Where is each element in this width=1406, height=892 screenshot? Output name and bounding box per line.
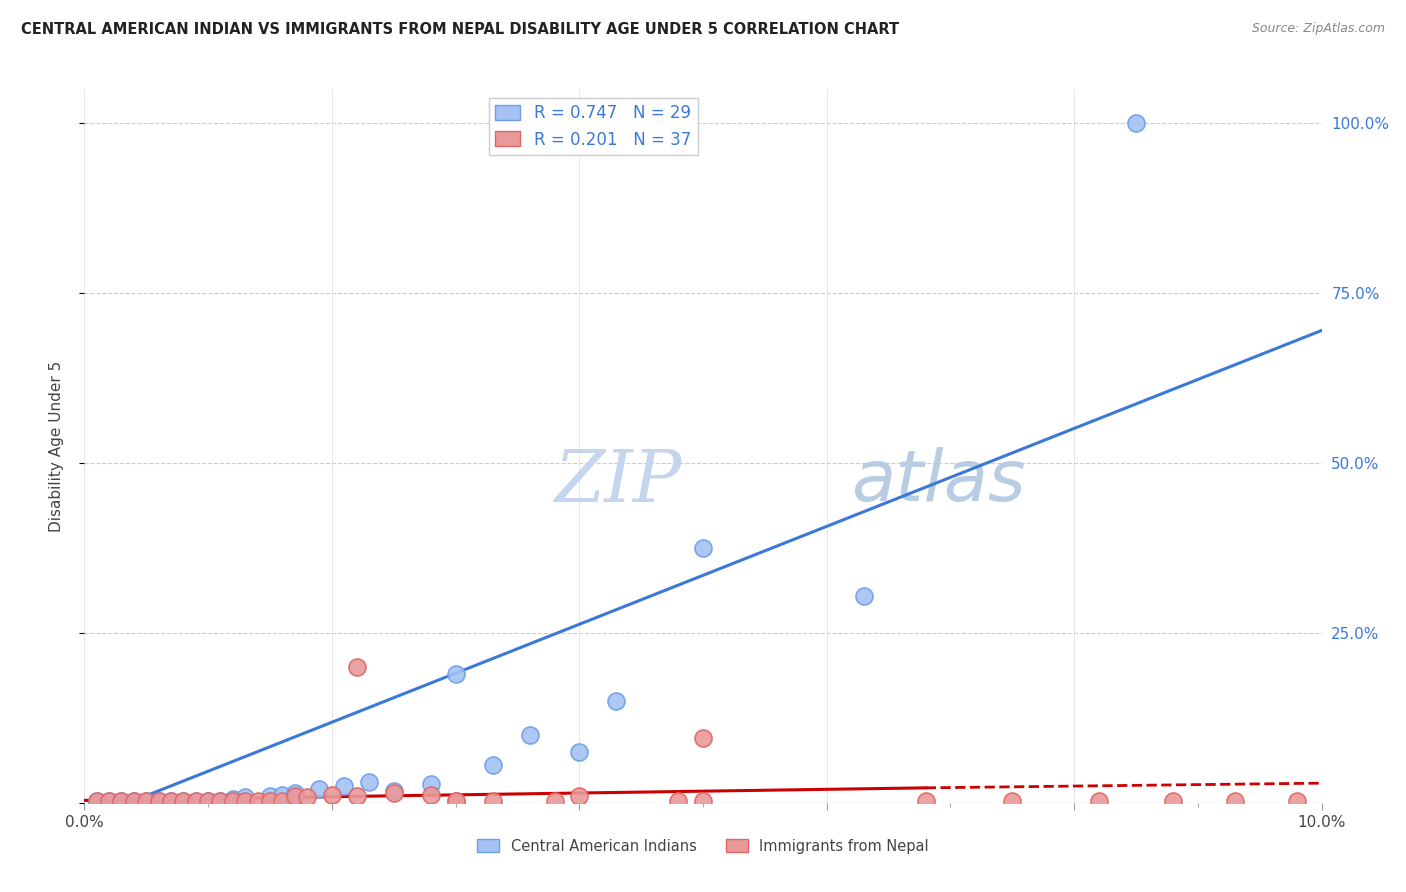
Point <box>86 794 108 808</box>
Point <box>122 794 145 808</box>
Y-axis label: Disability Age Under 5: Disability Age Under 5 <box>49 360 63 532</box>
Point <box>382 783 405 797</box>
Point <box>184 794 207 808</box>
Point <box>692 731 714 746</box>
Point <box>284 789 307 803</box>
Point <box>914 794 936 808</box>
Point <box>357 775 380 789</box>
Point <box>568 789 591 803</box>
Point <box>1125 116 1147 130</box>
Point <box>246 794 269 808</box>
Text: atlas: atlas <box>852 447 1026 516</box>
Point <box>295 790 318 805</box>
Point <box>209 794 232 808</box>
Point <box>271 788 294 802</box>
Point <box>222 792 245 806</box>
Point <box>692 541 714 555</box>
Point <box>444 794 467 808</box>
Point <box>382 786 405 800</box>
Point <box>1285 794 1308 808</box>
Point <box>259 794 281 808</box>
Point <box>605 694 627 708</box>
Point <box>419 788 441 802</box>
Point <box>308 782 330 797</box>
Point <box>519 728 541 742</box>
Point <box>233 794 256 808</box>
Point <box>222 794 245 808</box>
Point <box>160 794 183 808</box>
Point <box>444 666 467 681</box>
Point <box>148 794 170 808</box>
Point <box>172 794 194 808</box>
Point <box>259 789 281 803</box>
Point <box>568 745 591 759</box>
Point <box>197 794 219 808</box>
Point <box>135 794 157 808</box>
Point <box>1001 794 1024 808</box>
Text: CENTRAL AMERICAN INDIAN VS IMMIGRANTS FROM NEPAL DISABILITY AGE UNDER 5 CORRELAT: CENTRAL AMERICAN INDIAN VS IMMIGRANTS FR… <box>21 22 900 37</box>
Point <box>346 789 368 803</box>
Text: Source: ZipAtlas.com: Source: ZipAtlas.com <box>1251 22 1385 36</box>
Point <box>98 794 121 808</box>
Point <box>1088 794 1111 808</box>
Point <box>233 790 256 805</box>
Point <box>284 786 307 800</box>
Point <box>86 794 108 808</box>
Point <box>209 794 232 808</box>
Point <box>271 794 294 808</box>
Point <box>197 794 219 808</box>
Point <box>543 794 565 808</box>
Point <box>692 794 714 808</box>
Point <box>1223 794 1246 808</box>
Point <box>321 788 343 802</box>
Point <box>481 758 503 772</box>
Text: ZIP: ZIP <box>554 446 682 517</box>
Point <box>1161 794 1184 808</box>
Point <box>444 794 467 808</box>
Point <box>135 794 157 808</box>
Point <box>160 794 183 808</box>
Point <box>346 660 368 674</box>
Point <box>666 794 689 808</box>
Point <box>481 794 503 808</box>
Point <box>98 794 121 808</box>
Point <box>172 794 194 808</box>
Point <box>184 794 207 808</box>
Point <box>110 794 132 808</box>
Legend: Central American Indians, Immigrants from Nepal: Central American Indians, Immigrants fro… <box>471 833 935 860</box>
Point <box>122 794 145 808</box>
Point <box>333 779 356 793</box>
Point <box>110 794 132 808</box>
Point <box>148 794 170 808</box>
Point <box>852 589 875 603</box>
Point <box>419 777 441 791</box>
